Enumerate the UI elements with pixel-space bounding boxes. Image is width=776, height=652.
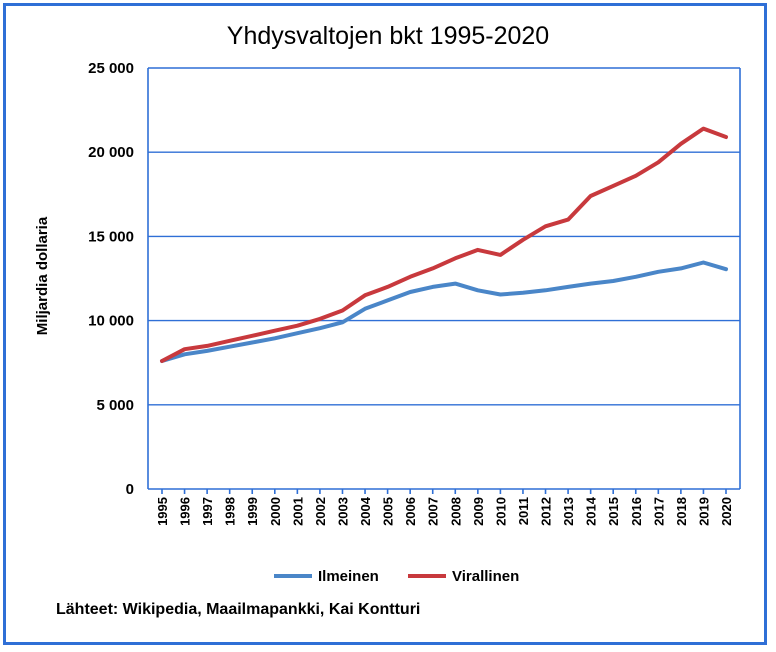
chart-title: Yhdysvaltojen bkt 1995-2020 [227, 22, 549, 50]
x-tick-label: 2011 [516, 497, 531, 525]
x-tick-label: 2017 [651, 497, 666, 526]
x-tick-label: 2005 [381, 497, 396, 526]
y-tick-label: 15 000 [88, 228, 134, 245]
y-axis-ticks: 0 5 000 10 000 15 000 20 000 25 000 [88, 60, 134, 498]
x-tick-label: 2007 [426, 497, 441, 526]
x-tick-label: 2006 [403, 497, 418, 526]
x-tick-label: 1996 [178, 497, 193, 526]
series-line-ilmeinen [160, 260, 728, 363]
x-tick-label: 2018 [674, 497, 689, 526]
y-tick-label: 25 000 [88, 60, 134, 77]
x-tick-label: 2020 [719, 497, 734, 526]
legend-label-ilmeinen: Ilmeinen [318, 568, 379, 585]
x-tick-label: 2010 [493, 497, 508, 526]
x-tick-label: 2016 [629, 497, 644, 526]
x-axis-ticks: 1995 1996 1997 1998 1999 2000 2001 2002 2003 2004… [155, 489, 734, 526]
legend-label-virallinen: Virallinen [452, 568, 519, 585]
x-tick-label: 2003 [335, 497, 350, 526]
legend: Ilmeinen Virallinen [274, 568, 519, 585]
series-lines [160, 126, 728, 363]
y-tick-label: 5 000 [96, 397, 134, 414]
x-tick-label: 2014 [584, 496, 599, 526]
x-tick-label: 2000 [268, 497, 283, 526]
x-tick-label: 2012 [539, 497, 554, 526]
x-tick-label: 2013 [561, 497, 576, 526]
x-tick-label: 2002 [313, 497, 328, 526]
x-tick-label: 1999 [245, 497, 260, 526]
gridlines [147, 67, 741, 490]
x-tick-label: 2008 [448, 497, 463, 526]
x-tick-label: 2001 [290, 497, 305, 526]
x-tick-label: 2015 [606, 497, 621, 526]
x-tick-label: 2004 [358, 496, 373, 526]
x-tick-label: 1997 [200, 497, 215, 526]
x-tick-label: 2019 [696, 497, 711, 526]
y-tick-label: 0 [126, 481, 134, 498]
y-tick-label: 20 000 [88, 144, 134, 161]
y-axis-label: Miljardia dollaria [34, 216, 51, 335]
x-tick-label: 1995 [155, 497, 170, 526]
x-tick-label: 1998 [223, 497, 238, 526]
source-note: Lähteet: Wikipedia, Maailmapankki, Kai K… [56, 601, 420, 618]
y-tick-label: 10 000 [88, 313, 134, 330]
series-line-virallinen [160, 126, 728, 363]
chart-frame [3, 3, 767, 645]
x-tick-label: 2009 [471, 497, 486, 526]
